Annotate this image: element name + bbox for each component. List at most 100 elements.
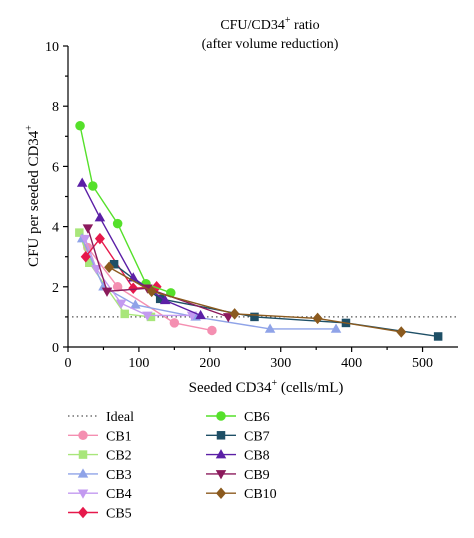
- series-line-cb10: [108, 266, 402, 333]
- legend-swatch-marker: [78, 430, 88, 441]
- data-point-cb2: [75, 228, 84, 237]
- data-point-cb7: [109, 259, 119, 269]
- legend-entry-cb2: CB2: [68, 449, 132, 464]
- data-point-cb7: [433, 332, 443, 341]
- data-point-cb10: [229, 308, 240, 320]
- data-point-cb4: [142, 311, 153, 321]
- data-point-cb10: [312, 312, 323, 325]
- data-point-cb1: [112, 282, 123, 292]
- data-point-cb10: [396, 326, 407, 338]
- data-point-cb3: [130, 299, 141, 309]
- series-line-cb1: [87, 247, 213, 332]
- series-line-cb4: [84, 238, 193, 317]
- data-point-cb4: [186, 311, 198, 321]
- data-point-cb6: [75, 121, 85, 131]
- legend-swatch-marker: [215, 449, 227, 459]
- legend-swatch-marker: [216, 411, 226, 421]
- chart-title-superscript: +: [285, 15, 291, 26]
- legend-label: CB9: [244, 468, 270, 483]
- series-layer: [75, 121, 443, 341]
- legend-entry-cb8: CB8: [206, 449, 270, 464]
- legend-swatch-marker: [78, 450, 88, 459]
- y-tick-label: 8: [52, 100, 59, 115]
- data-point-cb7: [250, 312, 259, 322]
- series-cb8: [76, 177, 206, 320]
- data-point-cb5: [80, 250, 91, 263]
- x-tick-label: 300: [270, 356, 291, 371]
- data-point-cb7: [155, 294, 165, 304]
- chart-title: CFU/CD34+ ratio: [220, 15, 319, 33]
- y-tick-label: 2: [52, 281, 59, 296]
- y-tick-label: 4: [52, 221, 59, 236]
- chart-title-main: CFU/CD34: [220, 18, 285, 33]
- data-point-cb2: [120, 309, 129, 319]
- legend-label: CB10: [244, 487, 277, 502]
- data-point-cb8: [94, 212, 106, 222]
- x-axis-label: Seeded CD34+ (cells/mL): [189, 378, 344, 396]
- legend-entry-ideal: Ideal: [68, 410, 134, 425]
- legend-label: Ideal: [106, 410, 134, 425]
- series-line-cb8: [81, 182, 201, 317]
- data-point-cb6: [88, 181, 98, 191]
- y-tick-label: 0: [52, 341, 59, 356]
- data-point-cb1: [169, 318, 180, 328]
- y-tick-label: 6: [52, 160, 59, 175]
- legend-entry-cb10: CB10: [206, 487, 277, 502]
- y-axis-label-superscript: +: [24, 125, 35, 131]
- y-tick-label: 10: [45, 40, 59, 55]
- legend: Ideal CB1 CB2 CB3 CB4 CB5 CB6 CB7 CB8 CB9 CB10: [68, 410, 277, 522]
- data-point-cb10: [104, 261, 115, 273]
- legend-entry-cb9: CB9: [206, 468, 270, 483]
- data-point-cb3: [330, 323, 342, 333]
- x-tick-label: 400: [341, 356, 362, 371]
- chart-title-suffix: ratio: [291, 18, 320, 33]
- legend-label: CB6: [244, 410, 270, 425]
- data-point-cb8: [159, 294, 171, 305]
- legend-swatch-marker: [216, 431, 226, 440]
- data-point-cb2: [85, 258, 94, 267]
- data-point-cb2: [146, 312, 156, 322]
- data-point-cb5: [128, 282, 139, 295]
- data-point-cb9: [82, 224, 94, 234]
- data-point-cb8: [76, 177, 88, 187]
- x-tick-label: 100: [128, 356, 149, 371]
- legend-swatch-marker: [77, 468, 89, 478]
- x-axis-label-main: Seeded CD34: [189, 380, 272, 396]
- data-point-cb1: [207, 325, 217, 336]
- data-point-cb5: [94, 232, 105, 245]
- x-axis-label-superscript: +: [272, 378, 278, 389]
- data-point-cb6: [112, 218, 123, 229]
- data-point-cb4: [79, 234, 91, 245]
- data-point-cb9: [223, 313, 234, 323]
- legend-entry-cb1: CB1: [68, 429, 132, 444]
- x-tick-label: 200: [199, 356, 220, 371]
- legend-swatch-marker: [216, 487, 226, 499]
- series-cb6: [75, 121, 176, 298]
- legend-swatch-marker: [78, 506, 88, 519]
- legend-entry-cb3: CB3: [68, 468, 132, 483]
- x-tick-label: 0: [65, 356, 72, 371]
- y-axis-label-main: CFU per seeded CD34: [26, 130, 42, 267]
- legend-label: CB2: [106, 449, 132, 464]
- series-cb4: [79, 234, 198, 321]
- x-tick-label: 500: [412, 356, 433, 371]
- legend-entry-cb7: CB7: [206, 429, 270, 444]
- data-point-cb4: [115, 299, 127, 309]
- data-point-cb8: [195, 309, 206, 320]
- data-point-cb10: [146, 285, 157, 298]
- legend-entry-cb5: CB5: [68, 507, 132, 522]
- chart-subtitle: (after volume reduction): [202, 37, 339, 52]
- series-line-cb9: [87, 227, 229, 318]
- data-point-cb3: [264, 323, 276, 333]
- legend-entry-cb6: CB6: [206, 410, 270, 425]
- legend-swatch-marker: [215, 470, 227, 480]
- legend-label: CB8: [244, 449, 270, 464]
- legend-label: CB7: [244, 429, 270, 444]
- legend-label: CB3: [106, 468, 132, 483]
- series-cb10: [104, 261, 407, 338]
- legend-label: CB5: [106, 507, 132, 522]
- y-axis-label: CFU per seeded CD34+: [24, 125, 42, 267]
